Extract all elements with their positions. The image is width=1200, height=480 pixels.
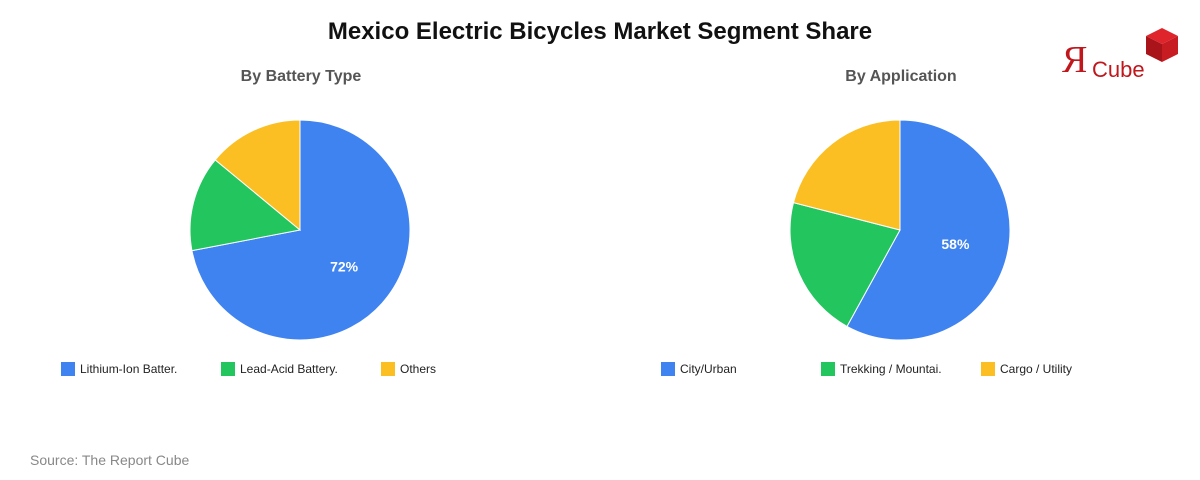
pie-slice [846, 119, 1011, 341]
legend-label: Lithium-Ion Batter. [80, 362, 178, 376]
pie-chart-application: 58% [789, 119, 1011, 341]
panel-title-battery-type: By Battery Type [240, 68, 362, 85]
data-label: 58% [941, 236, 970, 252]
pie-slice [792, 119, 901, 231]
cube-icon [1146, 28, 1178, 62]
panel-title-application: By Application [845, 68, 957, 85]
pie-slice [189, 159, 302, 252]
pie-slice [789, 202, 901, 328]
legend-swatch [381, 362, 395, 376]
pie-chart-battery-type: 72% [189, 119, 411, 341]
legend-swatch [661, 362, 675, 376]
pie-slice [191, 119, 411, 341]
legend-swatch [981, 362, 995, 376]
report-cube-logo: Я Cube [1060, 26, 1190, 82]
data-label: 72% [330, 259, 359, 275]
legend-label: Lead-Acid Battery. [240, 362, 338, 376]
source-note: Source: The Report Cube [30, 452, 190, 468]
pie-slice [214, 119, 301, 232]
legend-label: Others [400, 362, 437, 376]
legend-label: City/Urban [680, 362, 737, 376]
logo-mark: Я [1062, 39, 1088, 81]
legend-swatch [821, 362, 835, 376]
logo-word: Cube [1092, 57, 1145, 82]
legend-label: Cargo / Utility [1000, 362, 1073, 376]
legend-swatch [221, 362, 235, 376]
legend-swatch [61, 362, 75, 376]
legend-label: Trekking / Mountai. [840, 362, 942, 376]
chart-title: Mexico Electric Bicycles Market Segment … [327, 18, 873, 45]
